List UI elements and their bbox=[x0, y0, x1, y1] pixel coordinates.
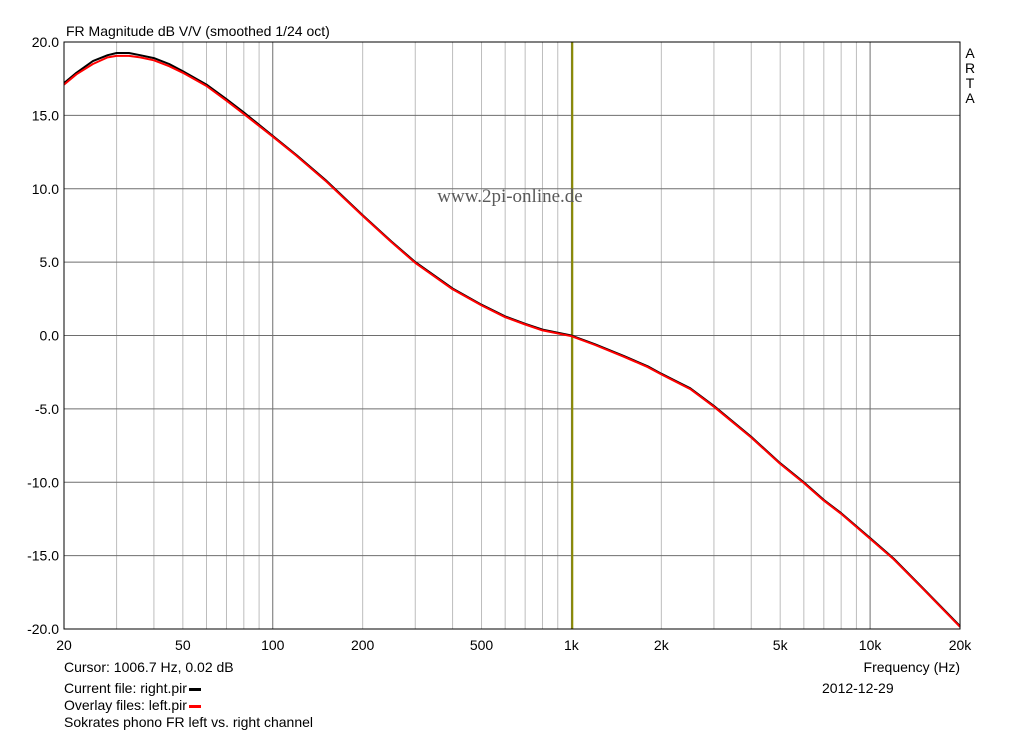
overlay-file-text: Overlay files: left.pir bbox=[64, 697, 187, 713]
plot-frame bbox=[63, 41, 961, 630]
y-tick-label: -10.0 bbox=[27, 474, 59, 490]
y-tick-label: -5.0 bbox=[35, 401, 59, 417]
x-tick-label: 100 bbox=[261, 637, 285, 653]
current-file-swatch bbox=[188, 687, 201, 691]
x-tick-label: 500 bbox=[470, 637, 494, 653]
y-tick-label: -15.0 bbox=[27, 548, 59, 564]
y-tick-label: 15.0 bbox=[32, 107, 59, 123]
x-tick-labels: 20 50 100 200 500 1k 2k 5k 10k 20k bbox=[56, 637, 972, 653]
y-tick-label: 0.0 bbox=[40, 328, 60, 344]
x-axis-label: Frequency (Hz) bbox=[864, 659, 960, 675]
side-label-letter: A bbox=[965, 45, 975, 61]
x-tick-label: 2k bbox=[654, 637, 670, 653]
series-layer bbox=[63, 52, 961, 628]
side-label-letter: R bbox=[965, 60, 975, 76]
date-stamp: 2012-12-29 bbox=[822, 680, 894, 696]
grid-lines bbox=[64, 42, 960, 629]
chart-title: FR Magnitude dB V/V (smoothed 1/24 oct) bbox=[66, 23, 330, 39]
description-text: Sokrates phono FR left vs. right channel bbox=[64, 714, 314, 730]
y-tick-labels: 20.0 15.0 10.0 5.0 0.0 -5.0 -10.0 -15.0 -20.0 bbox=[27, 34, 59, 637]
side-label-letter: A bbox=[965, 90, 975, 106]
y-tick-label: 10.0 bbox=[32, 181, 59, 197]
side-label-letter: T bbox=[966, 75, 975, 91]
x-tick-label: 50 bbox=[175, 637, 191, 653]
x-tick-label: 20 bbox=[56, 637, 72, 653]
overlay-file-swatch bbox=[188, 704, 201, 708]
overlay-file-line: Overlay files: left.pir bbox=[64, 697, 201, 714]
series-line-right-pir bbox=[63, 52, 961, 627]
x-tick-label: 10k bbox=[859, 637, 883, 653]
current-file-text: Current file: right.pir bbox=[64, 680, 187, 696]
x-tick-label: 200 bbox=[351, 637, 375, 653]
cursor-readout: Cursor: 1006.7 Hz, 0.02 dB bbox=[64, 659, 234, 675]
y-tick-label: 5.0 bbox=[40, 254, 60, 270]
current-file-line: Current file: right.pir bbox=[64, 680, 201, 697]
x-tick-label: 5k bbox=[773, 637, 789, 653]
watermark: www.2pi-online.de bbox=[437, 186, 582, 207]
x-tick-label: 1k bbox=[564, 637, 580, 653]
y-tick-label: -20.0 bbox=[27, 621, 59, 637]
y-tick-label: 20.0 bbox=[32, 34, 59, 50]
series-line-left-pir bbox=[63, 54, 961, 628]
x-tick-label: 20k bbox=[949, 637, 973, 653]
